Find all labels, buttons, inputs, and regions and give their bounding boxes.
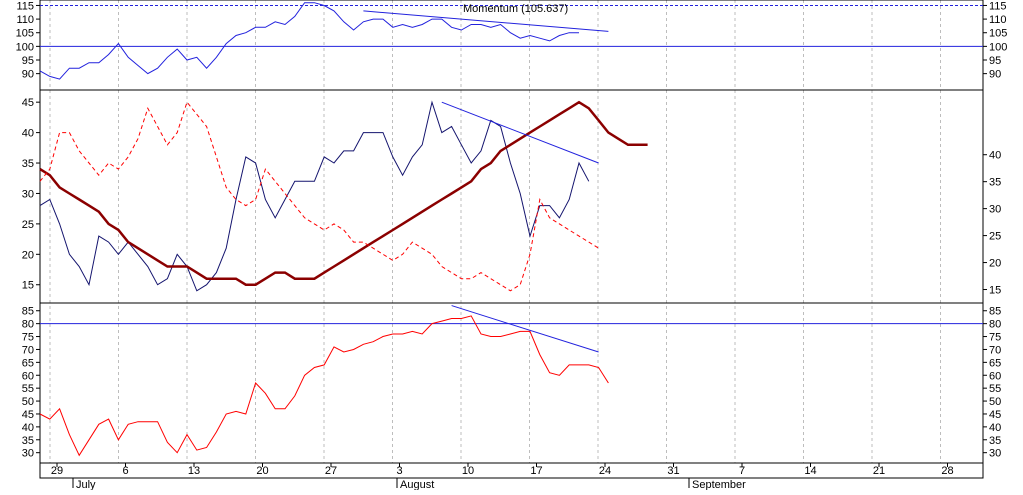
plot-frame [39, 0, 984, 479]
y-tick-label-right: 20 [989, 258, 1001, 270]
y-tick-label-right: 35 [989, 435, 1001, 447]
x-tick-label: 3 [396, 465, 402, 477]
y-tick-label-right: 30 [989, 204, 1001, 216]
y-tick-label-left: 25 [22, 219, 34, 231]
y-tick-label-right: 25 [989, 231, 1001, 243]
momentum-line [39, 2, 579, 80]
x-tick-label: 17 [530, 465, 542, 477]
oscillator-trendline [451, 305, 599, 353]
x-tick-label: 24 [599, 465, 611, 477]
y-tick-label-left: 95 [22, 55, 34, 67]
x-tick-label: 10 [462, 465, 474, 477]
y-tick-label-right: 15 [989, 285, 1001, 297]
momentum-title: Momentum (105.637) [463, 3, 568, 15]
month-label: August [400, 479, 434, 490]
y-tick-label-left: 65 [22, 357, 34, 369]
y-tick-label-left: 75 [22, 332, 34, 344]
y-tick-label-right: 35 [989, 177, 1001, 189]
y-tick-label-right: 100 [989, 41, 1007, 53]
x-tick-label: 20 [256, 465, 268, 477]
y-tick-label-right: 60 [989, 370, 1001, 382]
y-tick-label-left: 85 [22, 306, 34, 318]
y-tick-label-left: 60 [22, 370, 34, 382]
month-label: September [692, 479, 746, 490]
x-tick-label: 7 [739, 465, 745, 477]
y-tick-label-right: 85 [989, 306, 1001, 318]
x-tick-label: 29 [51, 465, 63, 477]
oscillator-line [39, 315, 609, 457]
y-tick-label-left: 105 [16, 28, 34, 40]
y-tick-label-right: 55 [989, 383, 1001, 395]
y-tick-label-right: 65 [989, 357, 1001, 369]
y-tick-label-right: 45 [989, 409, 1001, 421]
x-tick-label: 14 [804, 465, 816, 477]
y-tick-label-right: 90 [989, 69, 1001, 81]
y-tick-label-left: 80 [22, 319, 34, 331]
x-tick-label: 28 [941, 465, 953, 477]
x-tick-label: 13 [188, 465, 200, 477]
y-tick-label-right: 95 [989, 55, 1001, 67]
series-layer [39, 2, 983, 457]
y-tick-label-right: 40 [989, 150, 1001, 162]
y-tick-label-right: 110 [989, 14, 1007, 26]
month-label: July [76, 479, 96, 490]
price-line-thick-dark-red [39, 100, 648, 286]
y-tick-label-left: 115 [16, 0, 34, 12]
y-tick-label-left: 20 [22, 249, 34, 261]
price-line-thin-dark [39, 100, 590, 292]
frame-layer [36, 0, 987, 488]
x-tick-label: 6 [122, 465, 128, 477]
y-tick-label-left: 45 [22, 97, 34, 109]
y-tick-label-left: 40 [22, 128, 34, 140]
y-tick-label-right: 80 [989, 319, 1001, 331]
y-tick-label-left: 40 [22, 422, 34, 434]
price-trendline [441, 101, 599, 164]
x-tick-label: 27 [325, 465, 337, 477]
grid-layer [49, 0, 941, 463]
x-tick-label: 21 [873, 465, 885, 477]
y-tick-label-left: 30 [22, 188, 34, 200]
y-tick-label-right: 40 [989, 422, 1001, 434]
y-tick-label-right: 75 [989, 332, 1001, 344]
y-tick-label-right: 50 [989, 396, 1001, 408]
y-tick-label-left: 35 [22, 435, 34, 447]
y-tick-label-left: 35 [22, 158, 34, 170]
y-tick-label-left: 110 [16, 14, 34, 26]
price-line-dashed-red [39, 101, 599, 292]
y-tick-label-left: 45 [22, 409, 34, 421]
momentum-trendline [363, 10, 609, 32]
y-tick-label-right: 30 [989, 448, 1001, 460]
y-tick-label-left: 70 [22, 344, 34, 356]
y-tick-label-left: 100 [16, 41, 34, 53]
y-tick-label-left: 55 [22, 383, 34, 395]
y-tick-label-left: 90 [22, 69, 34, 81]
y-tick-label-right: 105 [989, 28, 1007, 40]
x-tick-label: 31 [667, 465, 679, 477]
y-tick-label-left: 15 [22, 280, 34, 292]
y-tick-label-left: 30 [22, 448, 34, 460]
y-tick-label-right: 115 [989, 0, 1007, 12]
y-tick-label-right: 70 [989, 344, 1001, 356]
y-tick-label-left: 50 [22, 396, 34, 408]
